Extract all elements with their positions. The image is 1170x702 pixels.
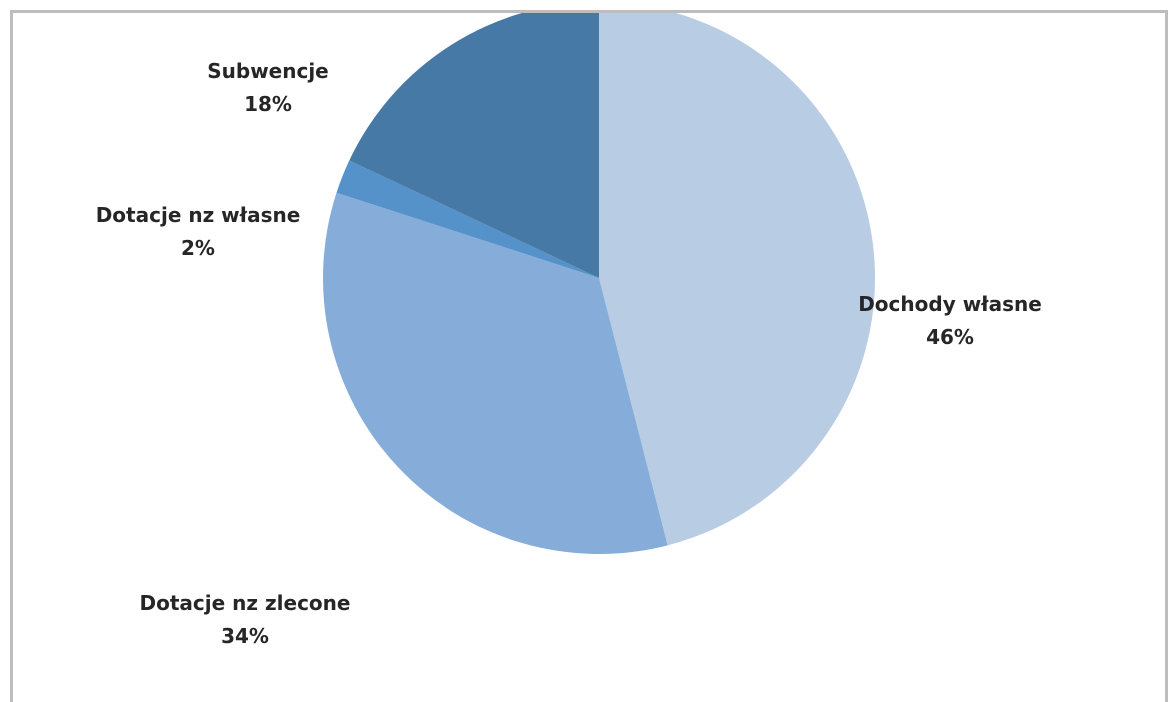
pie-slice-3	[336, 160, 599, 278]
slice-label-1: Dochody własne 46%	[858, 292, 1042, 349]
slice-label-percent: 46%	[926, 325, 974, 349]
slice-label-name: Dotacje nz własne	[96, 203, 301, 227]
slice-label-percent: 2%	[181, 236, 215, 260]
slice-label-4: Subwencje 18%	[207, 59, 329, 116]
pie-slice-1	[599, 13, 875, 546]
pie-slice-4	[349, 13, 599, 278]
slice-label-percent: 34%	[221, 624, 269, 648]
slice-label-name: Dochody własne	[858, 292, 1042, 316]
pie-chart: Dochody własne 46%Dotacje nz zlecone 34%Do…	[96, 13, 1042, 648]
pie-slice-2	[323, 192, 668, 555]
slice-label-name: Dotacje nz zlecone	[140, 591, 351, 615]
chart-area: Dochody własne 46% Dotacje nz zlecone 34% Do…	[10, 10, 1168, 702]
slice-label-2: Dotacje nz zlecone 34%	[140, 591, 351, 648]
slice-label-3: Dotacje nz własne 2%	[96, 203, 301, 260]
slice-label-name: Subwencje	[207, 59, 329, 83]
slice-label-percent: 18%	[244, 92, 292, 116]
